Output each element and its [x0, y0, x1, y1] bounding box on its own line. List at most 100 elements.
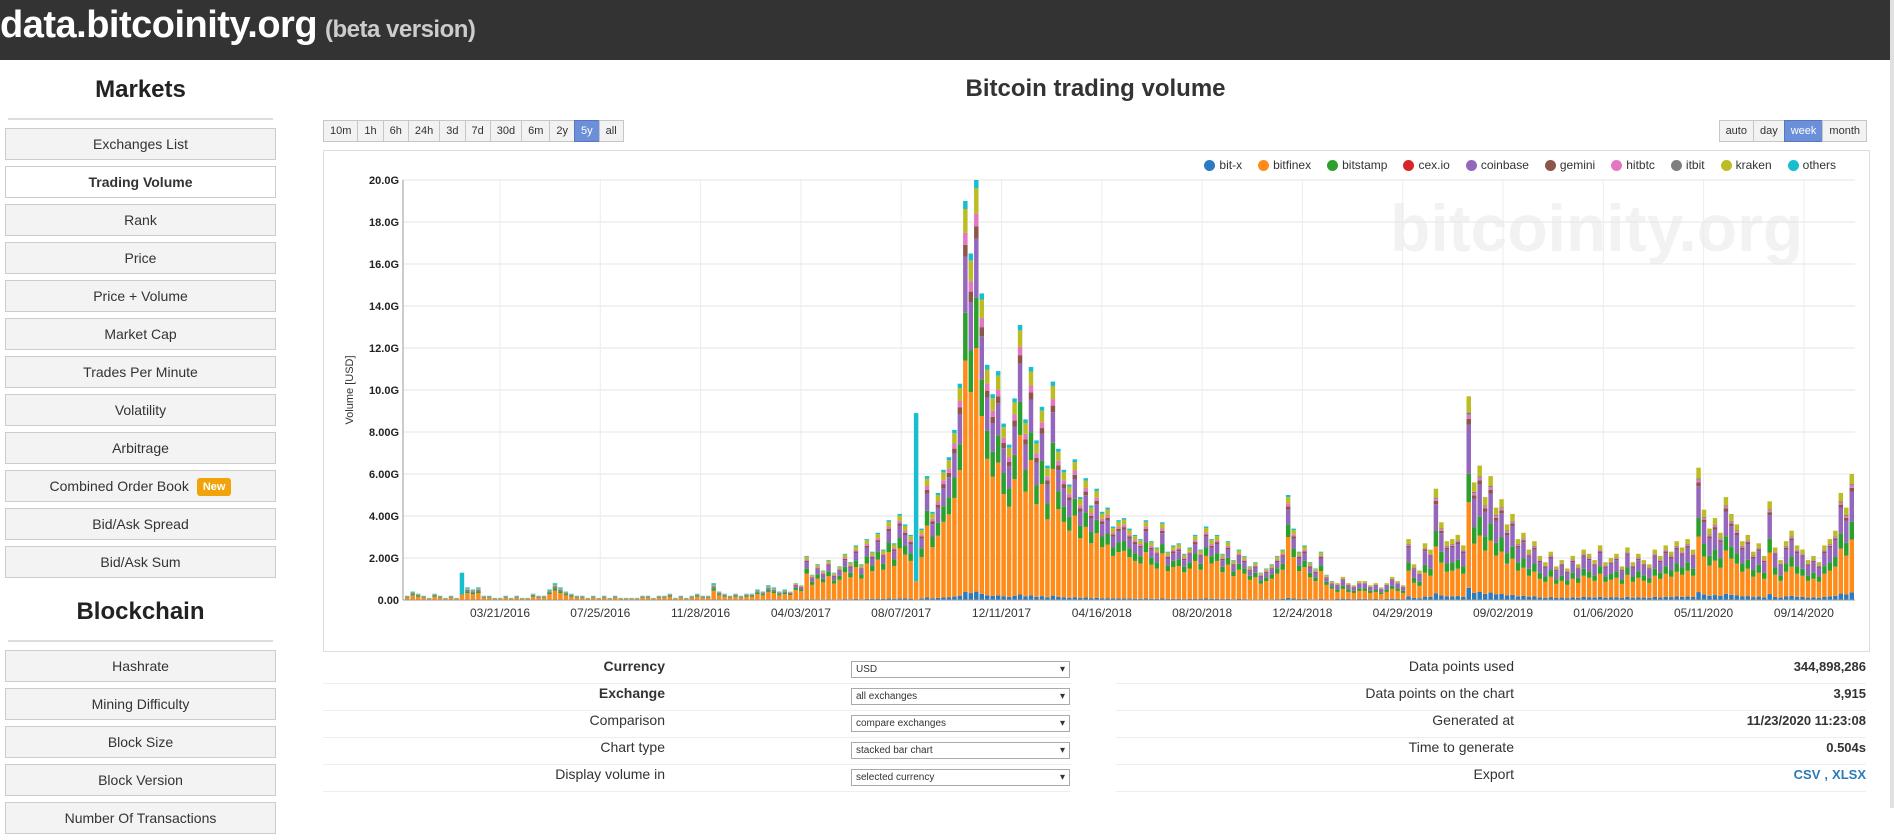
blockchain-heading: Blockchain	[5, 598, 276, 626]
sidebar-item-exchanges-list[interactable]: Exchanges List	[5, 128, 276, 160]
sidebar-item-label: Trading Volume	[89, 174, 193, 190]
watermark: bitcoinity.org	[1390, 190, 1803, 266]
legend-label: others	[1803, 158, 1836, 172]
legend-dot-icon	[1204, 160, 1215, 171]
sidebar-item-label: Hashrate	[112, 658, 169, 674]
sidebar-item-market-cap[interactable]: Market Cap	[5, 318, 276, 350]
legend-label: bit-x	[1219, 158, 1242, 172]
sidebar-item-label: Arbitrage	[112, 440, 169, 456]
sidebar-item-rank[interactable]: Rank	[5, 204, 276, 236]
timespan-1h-button[interactable]: 1h	[357, 120, 383, 142]
legend-item-bitfinex[interactable]: bitfinex	[1258, 158, 1311, 172]
sidebar-item-bid-ask-sum[interactable]: Bid/Ask Sum	[5, 546, 276, 578]
legend-item-kraken[interactable]: kraken	[1721, 158, 1772, 172]
legend-dot-icon	[1611, 160, 1622, 171]
sidebar-item-price[interactable]: Price	[5, 242, 276, 274]
sidebar-item-number-of-transactions[interactable]: Number Of Transactions	[5, 802, 276, 834]
display-volume-select[interactable]: selected currency▾	[851, 769, 1070, 786]
chevron-down-icon: ▾	[1060, 662, 1065, 677]
sidebar-item-bid-ask-spread[interactable]: Bid/Ask Spread	[5, 508, 276, 540]
legend-label: cex.io	[1418, 158, 1449, 172]
legend-item-bitx[interactable]: bit-x	[1204, 158, 1242, 172]
legend-item-coinbase[interactable]: coinbase	[1466, 158, 1529, 172]
timespan-5y-button[interactable]: 5y	[574, 120, 600, 142]
sidebar-item-label: Market Cap	[104, 326, 176, 342]
export-separator: ,	[1824, 767, 1828, 782]
resolution-month-button[interactable]: month	[1822, 120, 1867, 142]
legend-label: hitbtc	[1626, 158, 1655, 172]
markets-list: Exchanges List Trading Volume Rank Price Pri…	[5, 128, 276, 578]
top-bar: data.bitcoinity.org(beta version)	[0, 0, 1890, 60]
sidebar-item-price-volume[interactable]: Price + Volume	[5, 280, 276, 312]
sidebar-item-block-size[interactable]: Block Size	[5, 726, 276, 758]
chart-type-select[interactable]: stacked bar chart▾	[851, 742, 1070, 759]
sidebar-item-trades-per-minute[interactable]: Trades Per Minute	[5, 356, 276, 388]
legend-dot-icon	[1327, 160, 1338, 171]
blockchain-list: Hashrate Mining Difficulty Block Size Block…	[5, 650, 276, 834]
chevron-down-icon: ▾	[1060, 770, 1065, 785]
sidebar-item-label: Price + Volume	[93, 288, 188, 304]
resolution-auto-button[interactable]: auto	[1719, 120, 1754, 142]
sidebar-item-block-version[interactable]: Block Version	[5, 764, 276, 796]
legend-item-cexio[interactable]: cex.io	[1403, 158, 1449, 172]
currency-select-value: USD	[856, 664, 877, 675]
sidebar-item-label: Combined Order Book	[50, 478, 189, 494]
comparison-select[interactable]: compare exchanges ▾	[851, 715, 1070, 732]
export-csv-link[interactable]: CSV	[1794, 767, 1821, 782]
timespan-all-button[interactable]: all	[599, 120, 624, 142]
sidebar-item-label: Price	[125, 250, 157, 266]
sidebar-item-volatility[interactable]: Volatility	[5, 394, 276, 426]
comparison-select-value: compare exchanges	[856, 718, 946, 729]
legend-dot-icon	[1258, 160, 1269, 171]
currency-label: Currency	[335, 658, 665, 674]
markets-heading: Markets	[5, 76, 276, 104]
legend-item-itbit[interactable]: itbit	[1671, 158, 1705, 172]
legend-item-gemini[interactable]: gemini	[1545, 158, 1595, 172]
sidebar-item-trading-volume[interactable]: Trading Volume	[5, 166, 276, 198]
timespan-3d-button[interactable]: 3d	[439, 120, 465, 142]
export-xlsx-link[interactable]: XLSX	[1832, 767, 1866, 782]
timespan-24h-button[interactable]: 24h	[408, 120, 440, 142]
markets-divider	[8, 118, 273, 120]
info-value: 3,915	[1833, 686, 1866, 701]
legend-dot-icon	[1466, 160, 1477, 171]
site-logo[interactable]: data.bitcoinity.org(beta version)	[0, 4, 475, 47]
site-name[interactable]: data.bitcoinity.org	[0, 4, 317, 46]
page-title: Bitcoin trading volume	[323, 75, 1868, 103]
chevron-down-icon: ▾	[1060, 743, 1065, 758]
legend-item-bitstamp[interactable]: bitstamp	[1327, 158, 1387, 172]
timespan-10m-button[interactable]: 10m	[323, 120, 358, 142]
legend-label: itbit	[1686, 158, 1705, 172]
timespan-6h-button[interactable]: 6h	[383, 120, 409, 142]
new-badge: New	[197, 478, 232, 496]
info-value: 344,898,286	[1794, 659, 1866, 674]
timespan-30d-button[interactable]: 30d	[490, 120, 522, 142]
legend-item-others[interactable]: others	[1788, 158, 1836, 172]
legend-dot-icon	[1721, 160, 1732, 171]
sidebar-item-mining-difficulty[interactable]: Mining Difficulty	[5, 688, 276, 720]
info-label: Generated at	[1134, 712, 1514, 728]
page-scrollbar[interactable]	[1890, 0, 1894, 808]
chevron-down-icon: ▾	[1060, 716, 1065, 731]
sidebar-item-arbitrage[interactable]: Arbitrage	[5, 432, 276, 464]
resolution-day-button[interactable]: day	[1753, 120, 1785, 142]
legend-item-hitbtc[interactable]: hitbtc	[1611, 158, 1655, 172]
timespan-6m-button[interactable]: 6m	[521, 120, 550, 142]
exchange-select[interactable]: all exchanges▾	[851, 688, 1070, 705]
sidebar-item-label: Block Version	[98, 772, 183, 788]
info-value: 11/23/2020 11:23:08	[1747, 713, 1866, 728]
currency-select[interactable]: USD ▾	[851, 661, 1070, 678]
resolution-week-button[interactable]: week	[1784, 120, 1824, 142]
timespan-7d-button[interactable]: 7d	[465, 120, 491, 142]
timespan-2y-button[interactable]: 2y	[549, 120, 575, 142]
info-label: Time to generate	[1134, 739, 1514, 755]
legend-label: bitfinex	[1273, 158, 1311, 172]
sidebar-item-combined-order-book[interactable]: Combined Order Book New	[5, 470, 276, 502]
sidebar-item-hashrate[interactable]: Hashrate	[5, 650, 276, 682]
chart-legend: bit-x bitfinex bitstamp cex.io coinbase gemin…	[1188, 158, 1836, 172]
sidebar-item-label: Volatility	[115, 402, 166, 418]
